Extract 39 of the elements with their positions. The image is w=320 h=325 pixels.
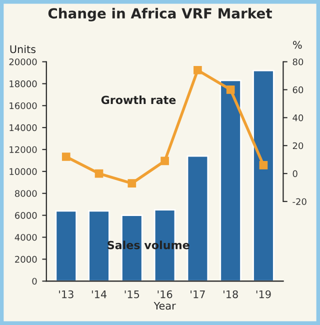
y2-tick-label: 80 xyxy=(292,58,304,66)
x-tick-label: '18 xyxy=(224,290,238,298)
y-axis-title: Units xyxy=(10,45,36,54)
bar xyxy=(220,80,242,282)
y-tick-label: 14000 xyxy=(10,124,37,132)
point xyxy=(128,179,136,188)
y2-tick-label: 40 xyxy=(292,114,304,122)
x-tick-label: '16 xyxy=(158,290,172,298)
y-tick-label: 12000 xyxy=(10,146,37,154)
point xyxy=(160,156,169,166)
point xyxy=(259,160,268,170)
y-tick-label: 6000 xyxy=(15,212,37,219)
y2-tick-label: 60 xyxy=(292,86,304,94)
bar xyxy=(252,70,274,282)
y-tick-label: 16000 xyxy=(10,102,37,110)
x-tick-label: '15 xyxy=(124,290,140,298)
y-tick-label: 18000 xyxy=(10,80,37,88)
y-tick-label: 8000 xyxy=(15,190,37,197)
point xyxy=(62,152,70,161)
y-tick-label: 0 xyxy=(32,278,37,285)
x-axis-title: Year xyxy=(154,302,176,310)
y-tick-label: 10000 xyxy=(10,168,37,175)
x-tick-label: '19 xyxy=(256,290,271,298)
x-tick-label: '17 xyxy=(190,290,205,298)
x-tick-label: '14 xyxy=(92,290,106,298)
y2-tick-label: 20 xyxy=(292,142,304,150)
y2-axis-title: % xyxy=(293,40,302,49)
y-tick-label: 2000 xyxy=(15,256,37,263)
point xyxy=(94,169,104,178)
point xyxy=(194,66,202,74)
bar xyxy=(55,210,78,282)
point xyxy=(226,86,235,94)
y2-tick-label: 0 xyxy=(292,170,298,178)
y-tick-label: 4000 xyxy=(14,234,37,241)
chart-title: Change in Africa VRF Market xyxy=(48,8,272,22)
x-tick-label: '13 xyxy=(59,290,74,298)
y-tick-label: 20000 xyxy=(9,58,37,66)
y2-tick-label: -20 xyxy=(292,198,306,206)
series-label: Growth rate xyxy=(101,95,176,104)
